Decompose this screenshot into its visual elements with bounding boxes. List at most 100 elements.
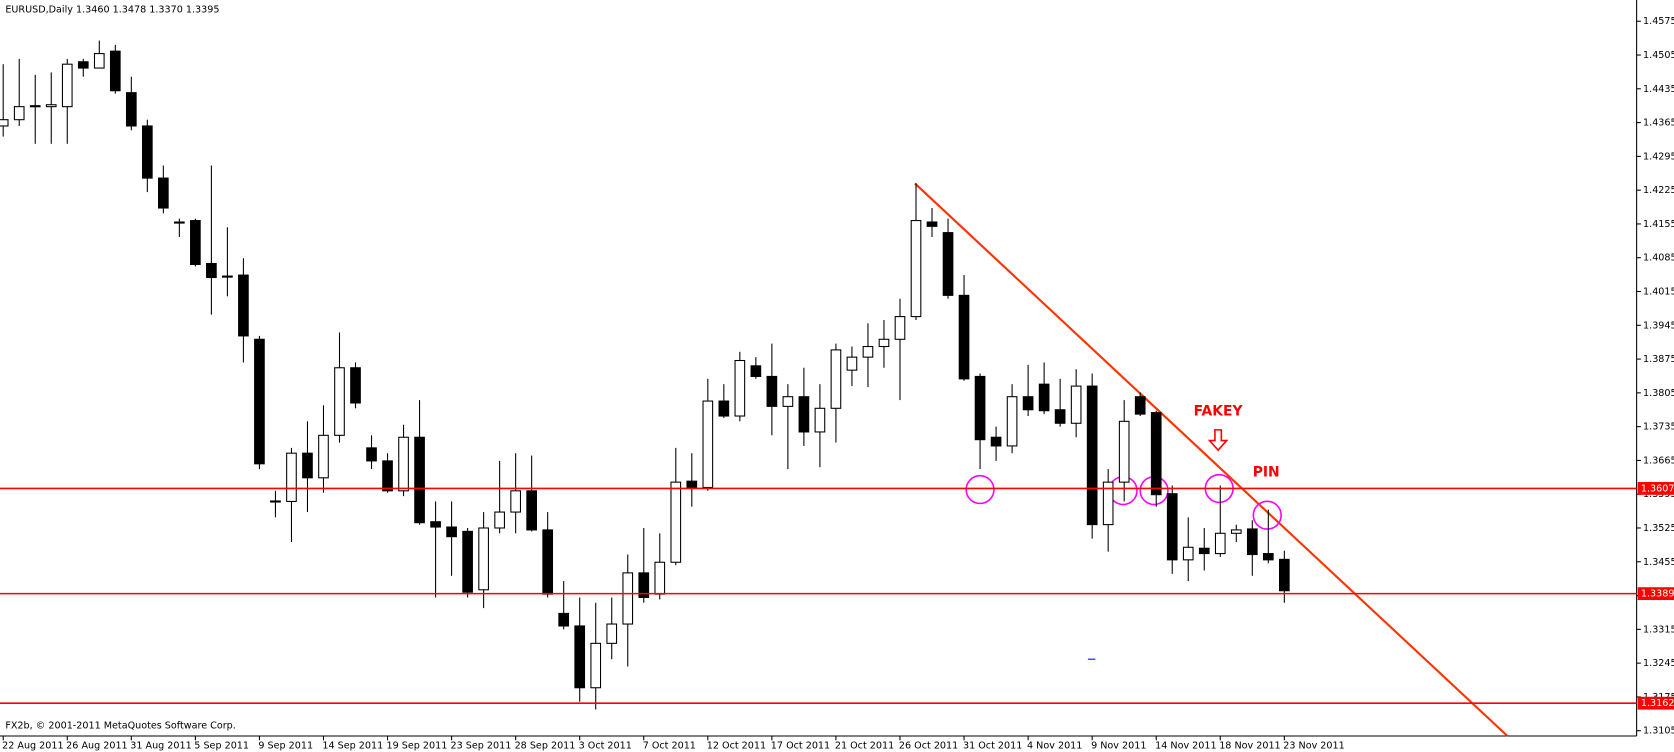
y-tick-label: 1.3945 bbox=[1643, 320, 1674, 331]
x-tick-label: 26 Aug 2011 bbox=[66, 741, 127, 752]
x-tick-label: 14 Nov 2011 bbox=[1155, 741, 1216, 752]
candle-body bbox=[45, 104, 57, 108]
x-tick-label: 31 Aug 2011 bbox=[130, 741, 191, 752]
candle-body bbox=[382, 460, 393, 492]
candle-body bbox=[93, 53, 105, 69]
candle-body bbox=[141, 125, 153, 179]
chart-title: EURUSD,Daily 1.3460 1.3478 1.3370 1.3395 bbox=[5, 5, 219, 16]
y-tick-label: 1.4085 bbox=[1643, 253, 1674, 264]
y-tick-label: 1.4295 bbox=[1643, 151, 1674, 162]
candle-body bbox=[109, 50, 121, 92]
candle-body bbox=[926, 221, 938, 227]
candle-body bbox=[494, 511, 505, 529]
candle-body bbox=[510, 490, 521, 513]
candle-body bbox=[526, 490, 538, 531]
candle-body bbox=[1198, 547, 1210, 555]
candle-body bbox=[1214, 532, 1226, 555]
candle-body bbox=[766, 375, 778, 407]
y-tick-label: 1.4225 bbox=[1643, 185, 1674, 196]
y-tick-label: 1.4015 bbox=[1643, 287, 1674, 298]
candle-body bbox=[1278, 558, 1290, 592]
candle-body bbox=[206, 262, 217, 279]
x-tick-label: 21 Oct 2011 bbox=[835, 741, 894, 752]
candle-body bbox=[125, 92, 137, 127]
candle-body bbox=[366, 447, 377, 462]
candle-body bbox=[702, 400, 714, 488]
candle-body bbox=[670, 481, 682, 563]
candle-body bbox=[398, 436, 409, 492]
candle-body bbox=[1182, 546, 1194, 561]
candle-body bbox=[13, 106, 25, 121]
candle-body bbox=[894, 316, 906, 340]
candle-body bbox=[830, 349, 842, 409]
x-tick-label: 14 Sep 2011 bbox=[322, 741, 383, 752]
candle-body bbox=[238, 274, 249, 337]
candle-body bbox=[958, 294, 970, 380]
candle-body bbox=[1150, 412, 1162, 496]
x-tick-label: 4 Nov 2011 bbox=[1027, 741, 1082, 752]
y-tick-label: 1.4155 bbox=[1643, 219, 1674, 230]
candle-body bbox=[606, 623, 618, 644]
x-tick-label: 28 Sep 2011 bbox=[515, 741, 576, 752]
candle-body bbox=[798, 396, 810, 433]
candle-body bbox=[1006, 396, 1018, 447]
x-tick-label: 18 Nov 2011 bbox=[1219, 741, 1280, 752]
candle-body bbox=[190, 220, 201, 266]
candle-body bbox=[334, 367, 345, 436]
x-tick-label: 17 Oct 2011 bbox=[771, 741, 830, 752]
y-tick-label: 1.3455 bbox=[1643, 557, 1674, 568]
candle-body bbox=[77, 61, 89, 69]
y-tick-label: 1.3105 bbox=[1643, 726, 1674, 737]
candle-body bbox=[654, 561, 666, 595]
candle-body bbox=[782, 396, 794, 407]
candle-body bbox=[430, 521, 441, 528]
candle-body bbox=[462, 530, 473, 593]
candle-body bbox=[1230, 529, 1242, 534]
level-label: 1.3389 bbox=[1641, 589, 1674, 600]
candle-body bbox=[862, 345, 874, 358]
candle-body bbox=[1134, 396, 1146, 415]
trend-line bbox=[914, 182, 1509, 737]
candle-body bbox=[574, 625, 586, 689]
candle-body bbox=[270, 500, 281, 503]
candle-body bbox=[974, 375, 986, 441]
candle-body bbox=[222, 275, 233, 278]
candle-body bbox=[1070, 385, 1082, 424]
candle-body bbox=[734, 359, 746, 417]
candle-body bbox=[318, 434, 329, 479]
annotation: FAKEY bbox=[1194, 404, 1244, 420]
y-tick-label: 1.3735 bbox=[1643, 422, 1674, 433]
y-tick-label: 1.3245 bbox=[1643, 658, 1674, 669]
y-tick-label: 1.3665 bbox=[1643, 455, 1674, 466]
marker-circle bbox=[1252, 500, 1282, 530]
candle-body bbox=[878, 338, 890, 348]
candle-body bbox=[1054, 409, 1066, 424]
candle-body bbox=[350, 367, 361, 404]
x-tick-label: 26 Oct 2011 bbox=[899, 741, 958, 752]
candle-body bbox=[158, 177, 169, 209]
x-tick-label: 7 Oct 2011 bbox=[643, 741, 696, 752]
candle-body bbox=[846, 356, 858, 371]
y-tick-label: 1.4365 bbox=[1643, 118, 1674, 129]
candle-body bbox=[1022, 396, 1034, 411]
x-tick-label: 31 Oct 2011 bbox=[963, 741, 1022, 752]
candle-body bbox=[1262, 553, 1274, 561]
candle-body bbox=[1086, 385, 1098, 526]
y-tick-label: 1.3525 bbox=[1643, 523, 1674, 534]
candle-body bbox=[302, 452, 313, 479]
footer: FX2b, © 2001-2011 MetaQuotes Software Co… bbox=[5, 720, 236, 731]
candle-body bbox=[1246, 528, 1258, 556]
candle-body bbox=[1102, 481, 1114, 526]
level-label: 1.3162 bbox=[1641, 698, 1674, 709]
candle-body bbox=[814, 407, 826, 433]
x-tick-label: 23 Nov 2011 bbox=[1283, 741, 1344, 752]
candle-body bbox=[414, 436, 425, 524]
level-label-box bbox=[1637, 587, 1674, 601]
candle-body bbox=[942, 232, 954, 296]
x-tick-label: 12 Oct 2011 bbox=[707, 741, 766, 752]
candle-body bbox=[686, 480, 698, 488]
x-tick-label: 22 Aug 2011 bbox=[2, 741, 63, 752]
level-label: 1.3607 bbox=[1641, 483, 1674, 494]
